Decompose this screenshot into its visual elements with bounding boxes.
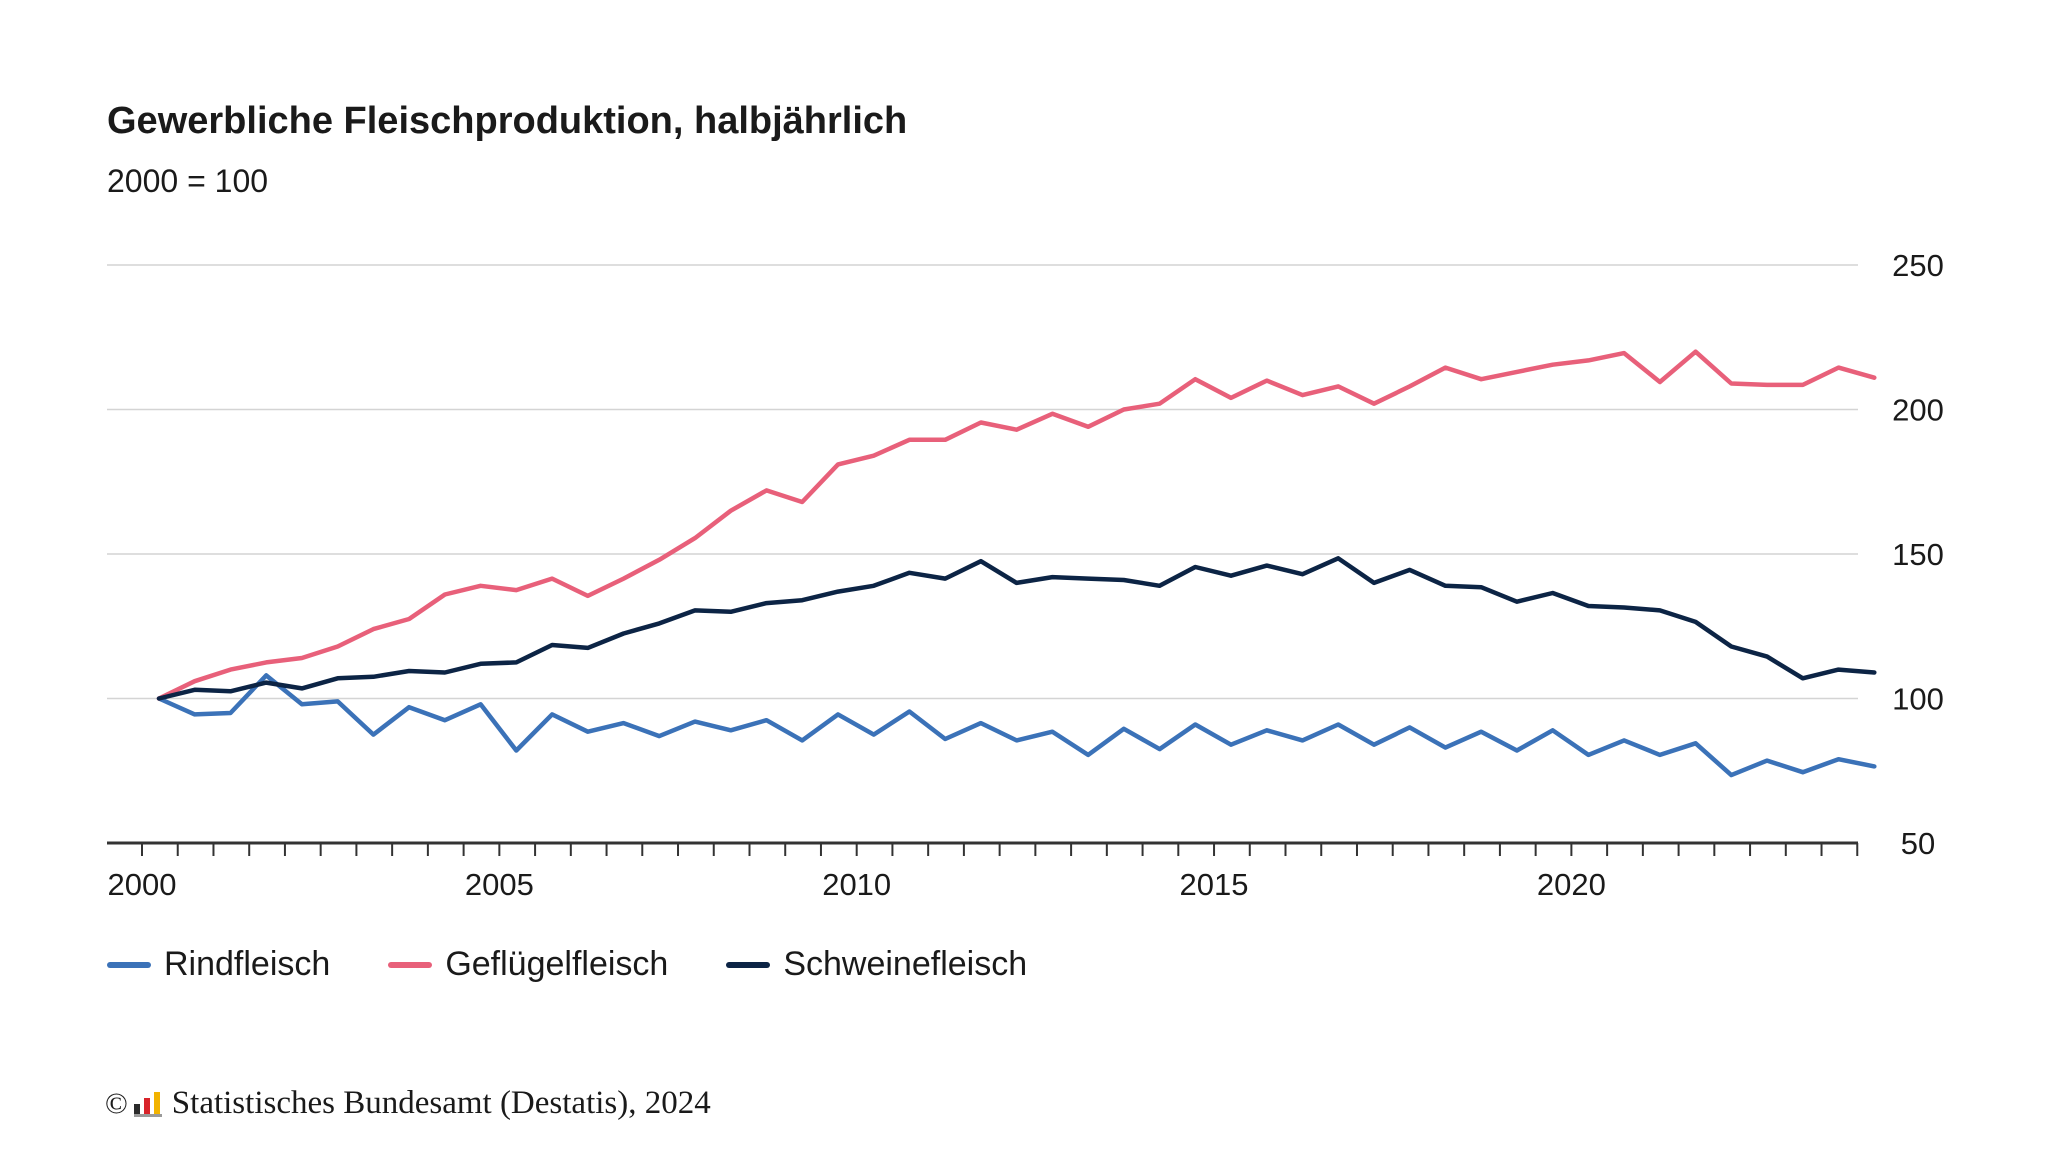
destatis-logo-icon	[133, 1091, 162, 1117]
legend-item-rindfleisch[interactable]: Rindfleisch	[107, 945, 330, 984]
legend-item-schweinefleisch[interactable]: Schweinefleisch	[726, 945, 1027, 984]
legend-item-gefluegelfleisch[interactable]: Geflügelfleisch	[388, 945, 668, 984]
x-tick-label: 2010	[822, 867, 891, 902]
gridlines	[107, 264, 1858, 700]
y-tick-label: 50	[1901, 826, 1935, 861]
chart-title: Gewerbliche Fleischproduktion, halbjährl…	[107, 100, 908, 142]
series-line-rindfleisch	[156, 673, 1877, 778]
y-tick-label: 200	[1892, 393, 1944, 428]
y-tick-label: 150	[1892, 537, 1944, 572]
x-tick-label: 2005	[465, 867, 534, 902]
copyright-symbol: ©	[105, 1086, 128, 1120]
legend-swatch-rindfleisch	[107, 961, 151, 968]
legend-swatch-schweinefleisch	[726, 961, 771, 968]
legend-swatch-gefluegelfleisch	[388, 961, 433, 968]
series-line-gefluegelfleisch	[156, 349, 1877, 701]
legend-label-rindfleisch: Rindfleisch	[164, 945, 331, 983]
series-lines	[156, 349, 1877, 778]
x-tick-label: 2020	[1537, 867, 1606, 902]
x-tick-label: 2000	[108, 867, 177, 902]
legend-label-schweinefleisch: Schweinefleisch	[783, 945, 1028, 983]
legend: Rindfleisch Geflügelfleisch Schweineflei…	[107, 945, 1085, 984]
series-line-schweinefleisch	[156, 556, 1877, 701]
legend-label-gefluegelfleisch: Geflügelfleisch	[445, 945, 669, 983]
source-credit: © Statistisches Bundesamt (Destatis), 20…	[105, 1085, 711, 1122]
y-tick-label: 250	[1892, 248, 1944, 283]
y-tick-label: 100	[1892, 682, 1944, 717]
chart-subtitle: 2000 = 100	[107, 163, 269, 199]
y-axis: 50 100 150 200 250	[1892, 248, 1944, 861]
x-axis: 2000 2005 2010 2015 2020	[107, 841, 1859, 902]
source-text: Statistisches Bundesamt (Destatis), 2024	[171, 1085, 711, 1121]
x-tick-label: 2015	[1180, 867, 1249, 902]
